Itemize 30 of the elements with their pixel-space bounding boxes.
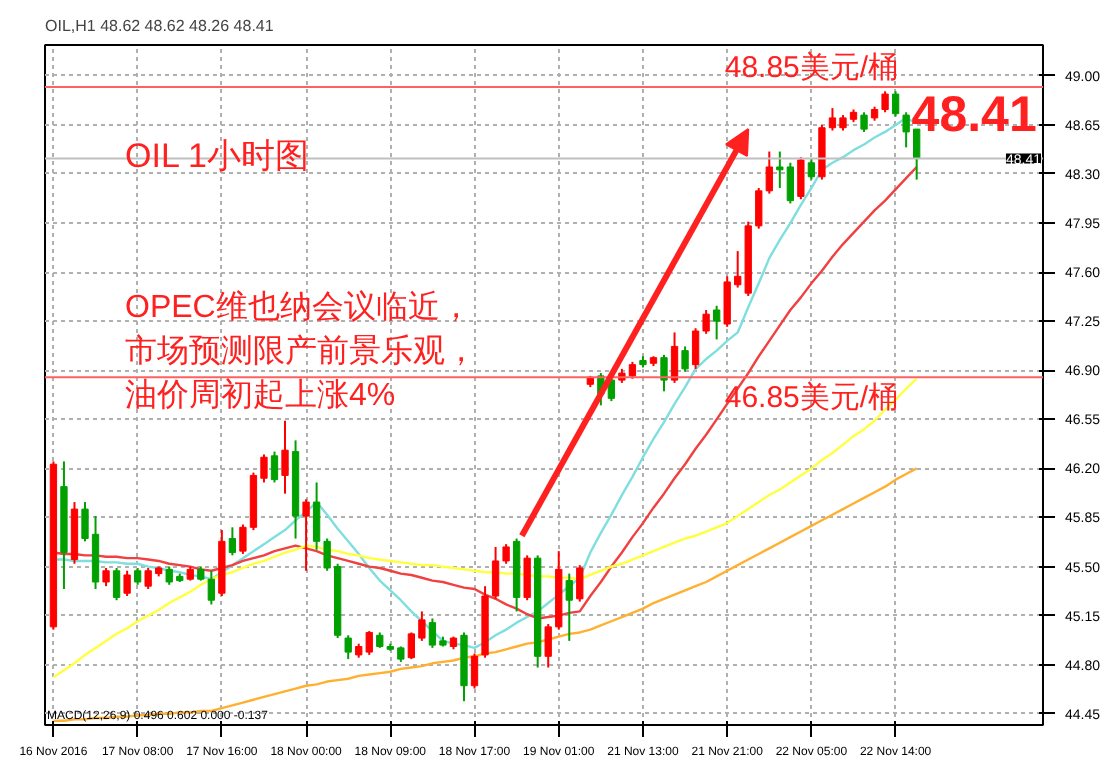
candlestick	[660, 353, 668, 393]
annotation: 市场预测限产前景乐观，	[125, 333, 477, 369]
annotation: OPEC维也纳会议临近，	[125, 289, 472, 325]
line-series	[52, 377, 918, 679]
candlestick	[681, 345, 689, 373]
candlestick	[797, 156, 805, 201]
candlestick	[860, 111, 868, 133]
annotation: 48.85美元/桶	[724, 51, 899, 86]
candlestick	[228, 526, 237, 557]
candlestick	[523, 554, 531, 602]
candlestick	[207, 569, 215, 606]
candlestick	[565, 572, 573, 642]
candlestick	[302, 498, 310, 572]
candlestick	[112, 566, 121, 602]
candlestick	[670, 331, 679, 384]
candlestick	[891, 90, 900, 118]
candlestick	[123, 569, 131, 598]
candlestick	[281, 419, 289, 495]
candlestick	[102, 566, 110, 588]
candlestick	[270, 450, 279, 484]
annotation: 48.41	[911, 86, 1037, 143]
line-series	[52, 467, 918, 722]
annotation: OIL 1小时图	[125, 137, 309, 175]
chart-title: OIL,H1 48.62 48.62 48.26 48.41	[45, 17, 275, 35]
candlestick	[470, 652, 479, 690]
candlestick	[344, 634, 352, 661]
annotation: 油价周初起上涨4%	[125, 377, 396, 413]
candlestick	[712, 304, 721, 341]
candlestick	[807, 157, 816, 181]
candlestick	[576, 564, 584, 603]
